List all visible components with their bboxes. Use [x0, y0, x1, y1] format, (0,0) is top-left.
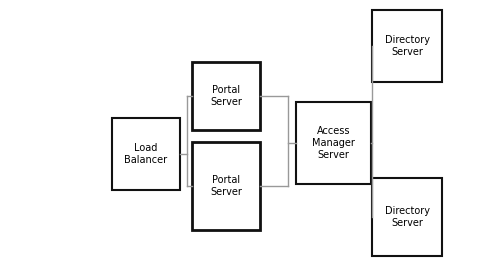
Text: Directory
Server: Directory Server: [385, 35, 429, 57]
Bar: [192, 62, 260, 130]
Text: Portal
Server: Portal Server: [210, 85, 242, 107]
Text: Portal
Server: Portal Server: [210, 175, 242, 197]
Bar: [112, 118, 180, 190]
Text: Load
Balancer: Load Balancer: [124, 143, 167, 165]
Bar: [372, 10, 442, 82]
Bar: [372, 178, 442, 256]
Text: Access
Manager
Server: Access Manager Server: [312, 126, 355, 159]
Bar: [296, 102, 371, 184]
Text: Directory
Server: Directory Server: [385, 206, 429, 228]
Bar: [192, 142, 260, 230]
